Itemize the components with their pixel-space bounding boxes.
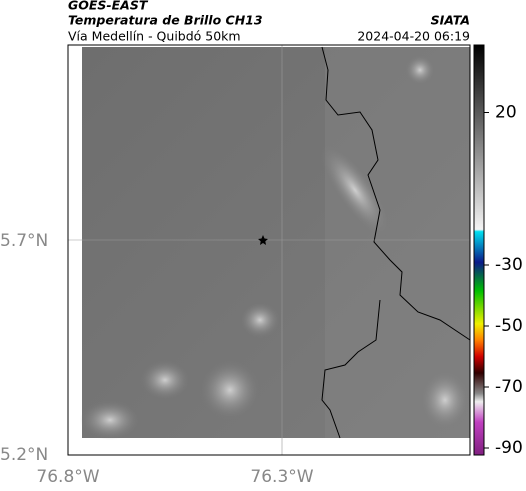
subtitle: Temperatura de Brillo CH13	[68, 13, 263, 28]
source: SIATA	[431, 13, 470, 28]
datetime: 2024-04-20 06:19	[357, 29, 470, 44]
lat-label: 5.7°N	[0, 231, 48, 251]
colorbar-tick-label: -50	[495, 316, 523, 336]
colorbar-tick-label: 20	[495, 103, 517, 123]
title: GOES-EAST	[68, 0, 149, 13]
colorbar-tick-label: -70	[495, 377, 523, 397]
region: Vía Medellín - Quibdó 50km	[68, 29, 241, 44]
map	[67, 44, 471, 456]
lon-label: 76.3°W	[250, 467, 313, 487]
colorbar-tick-label: -90	[495, 438, 523, 458]
colorbar	[473, 44, 485, 456]
lon-label: 76.8°W	[36, 467, 99, 487]
lat-label: 5.2°N	[0, 445, 48, 465]
colorbar-tick-label: -30	[495, 255, 523, 275]
colorbar-ticks: 20 -30 -50 -70 -90	[484, 103, 523, 458]
